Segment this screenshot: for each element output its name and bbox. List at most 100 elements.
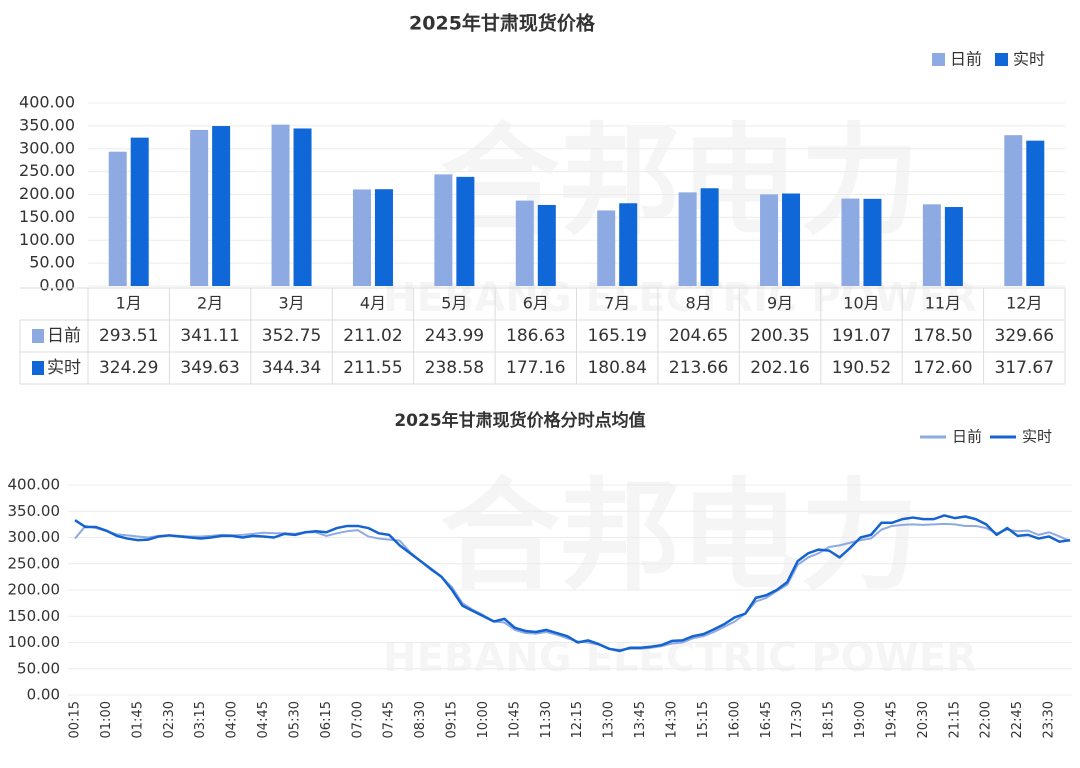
table-cell: 204.65 [669, 326, 728, 346]
x-tick-label: 4月 [360, 294, 386, 313]
x-tick-label: 02:30 [162, 701, 177, 738]
x-tick-label: 01:00 [99, 701, 114, 738]
y-tick-label: 250.00 [8, 554, 61, 572]
table-cell: 180.84 [587, 358, 646, 378]
bar [1004, 135, 1023, 286]
table-cell: 344.34 [262, 358, 321, 378]
x-tick-label: 01:45 [130, 701, 145, 738]
x-tick-label: 08:30 [413, 701, 428, 738]
table-cell: 238.58 [425, 358, 484, 378]
bar [597, 210, 616, 286]
x-tick-label: 7月 [604, 294, 630, 313]
bar [782, 193, 801, 286]
x-tick-label: 22:45 [1010, 701, 1025, 738]
x-tick-label: 5月 [441, 294, 467, 313]
y-tick-label: 100.00 [19, 230, 75, 249]
table-cell: 172.60 [913, 358, 972, 378]
bar [212, 126, 231, 286]
x-tick-label: 12:15 [570, 701, 585, 738]
bar [293, 128, 312, 286]
y-tick-label: 350.00 [19, 115, 75, 134]
x-tick-label: 00:15 [68, 701, 83, 738]
x-tick-label: 23:30 [1042, 701, 1057, 738]
x-tick-label: 11月 [925, 294, 961, 313]
table-cell: 324.29 [99, 358, 158, 378]
bar [678, 192, 697, 286]
y-tick-label: 0.00 [27, 686, 60, 704]
y-tick-label: 0.00 [39, 276, 75, 295]
y-tick-label: 150.00 [19, 207, 75, 226]
x-tick-label: 18:15 [822, 701, 837, 738]
bar [190, 129, 209, 286]
table-cell: 178.50 [913, 326, 972, 346]
legend-swatch [32, 329, 44, 343]
y-tick-label: 250.00 [19, 161, 75, 180]
table-cell: 186.63 [506, 326, 565, 346]
table-cell: 293.51 [99, 326, 158, 346]
y-tick-label: 50.00 [29, 253, 75, 272]
bar [619, 203, 638, 286]
legend-label: 实时 [1013, 50, 1045, 69]
x-tick-label: 21:15 [947, 701, 962, 738]
table-cell: 213.66 [669, 358, 728, 378]
bar [130, 137, 149, 286]
x-tick-label: 10月 [843, 294, 879, 313]
bar [374, 189, 393, 286]
x-tick-label: 8月 [686, 294, 712, 313]
y-tick-label: 150.00 [8, 607, 61, 625]
legend-swatch [32, 361, 44, 375]
y-tick-label: 200.00 [19, 184, 75, 203]
table-cell: 317.67 [995, 358, 1054, 378]
y-tick-label: 300.00 [19, 138, 75, 157]
x-tick-label: 04:45 [256, 701, 271, 738]
legend-label: 日前 [950, 50, 982, 69]
y-tick-label: 400.00 [19, 93, 75, 112]
x-tick-label: 3月 [278, 294, 304, 313]
x-tick-label: 17:30 [790, 701, 805, 738]
x-tick-label: 13:45 [633, 701, 648, 738]
x-tick-label: 11:30 [539, 701, 554, 738]
x-tick-label: 12月 [1006, 294, 1042, 313]
x-tick-label: 07:00 [350, 701, 365, 738]
x-tick-label: 2月 [197, 294, 223, 313]
x-tick-label: 6月 [523, 294, 549, 313]
x-tick-label: 1月 [116, 294, 142, 313]
x-tick-label: 19:00 [853, 701, 868, 738]
bar [456, 176, 475, 286]
table-cell: 202.16 [750, 358, 809, 378]
bar [841, 198, 860, 286]
x-tick-label: 06:15 [319, 701, 334, 738]
legend-swatch [932, 53, 945, 66]
x-tick-label: 15:15 [696, 701, 711, 738]
table-cell: 211.02 [343, 326, 402, 346]
table-cell: 190.52 [832, 358, 891, 378]
x-tick-label: 03:15 [193, 701, 208, 738]
bar [352, 189, 371, 286]
bar [434, 174, 453, 286]
table-cell: 191.07 [832, 326, 891, 346]
bar [700, 188, 719, 286]
bar [271, 124, 290, 286]
table-cell: 349.63 [180, 358, 239, 378]
bar [1026, 140, 1045, 286]
y-tick-label: 50.00 [17, 659, 60, 677]
table-cell: 341.11 [180, 326, 239, 346]
x-tick-label: 19:45 [884, 701, 899, 738]
x-tick-label: 05:30 [287, 701, 302, 738]
table-cell: 200.35 [750, 326, 809, 346]
legend-swatch [995, 53, 1008, 66]
line [74, 514, 1071, 653]
x-tick-label: 07:45 [382, 701, 397, 738]
y-tick-label: 100.00 [8, 633, 61, 651]
x-tick-label: 16:45 [759, 701, 774, 738]
x-tick-label: 9月 [767, 294, 793, 313]
table-cell: 165.19 [587, 326, 646, 346]
x-tick-label: 09:15 [445, 701, 460, 738]
legend-label: 日前 [952, 428, 982, 446]
x-tick-label: 10:00 [476, 701, 491, 738]
table-cell: 243.99 [425, 326, 484, 346]
x-tick-label: 16:00 [727, 701, 742, 738]
bar [922, 204, 941, 286]
legend-label: 实时 [1022, 428, 1052, 446]
